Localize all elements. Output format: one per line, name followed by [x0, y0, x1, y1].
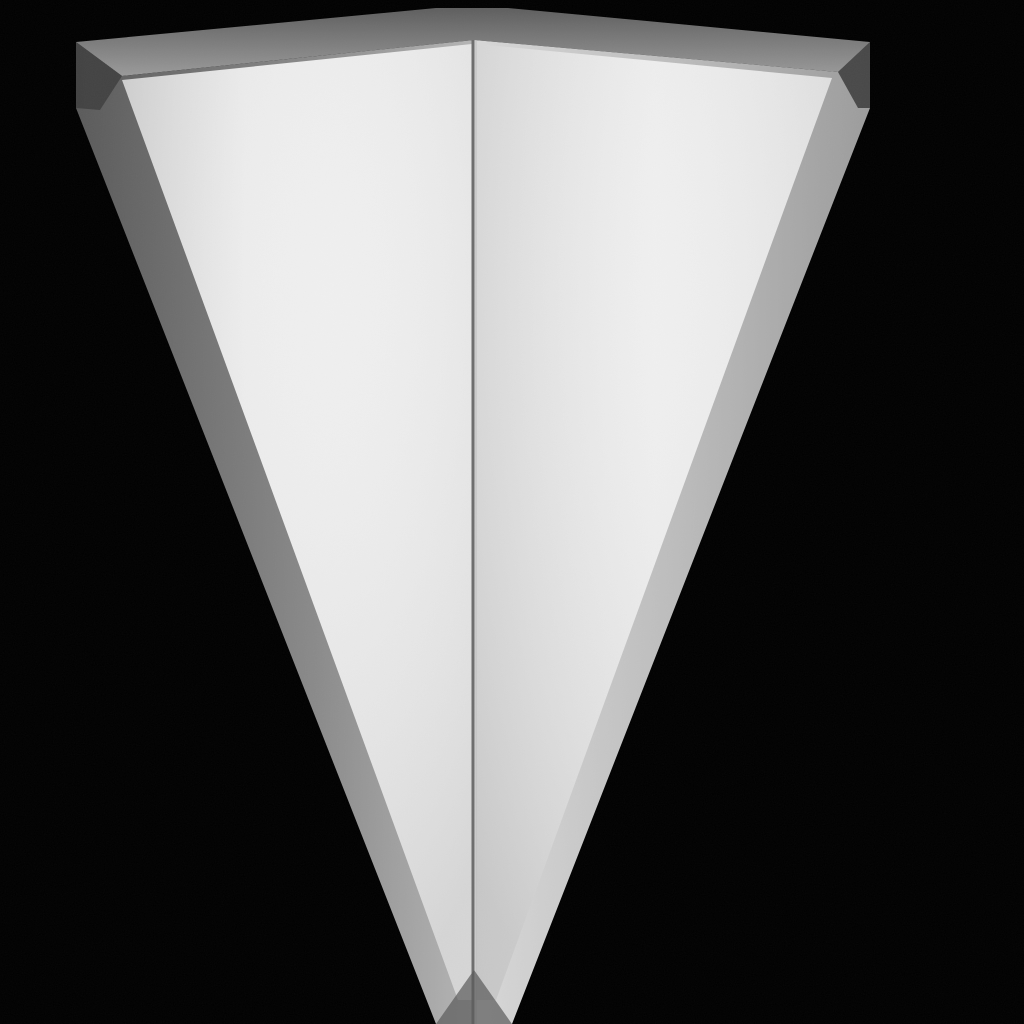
shield-ridge: [471, 40, 477, 1024]
shield-tip: [436, 970, 512, 1024]
